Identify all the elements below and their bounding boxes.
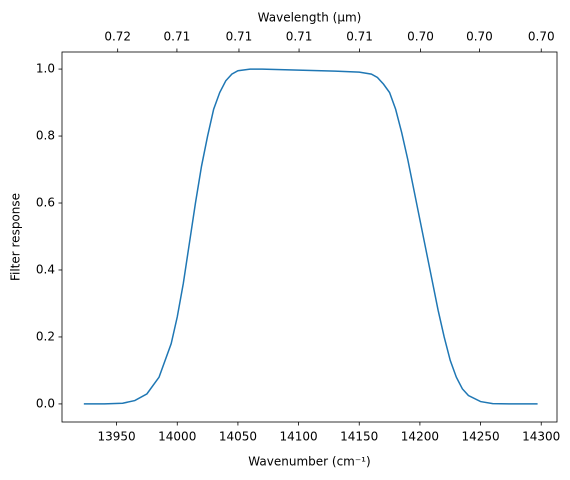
x2-tick-label: 0.70 (466, 30, 493, 44)
y-tick-label: 0.4 (36, 262, 55, 276)
x-axis-label: Wavenumber (cm⁻¹) (248, 455, 370, 469)
x-tick-label: 14300 (522, 430, 560, 444)
x-tick-label: 13950 (98, 430, 136, 444)
x-tick-label: 14150 (340, 430, 378, 444)
x-tick-label: 14200 (401, 430, 439, 444)
response-line (83, 68, 538, 405)
y-tick-label: 0.6 (36, 196, 55, 210)
y-tick-label: 1.0 (36, 62, 55, 76)
x2-tick-label: 0.70 (407, 30, 434, 44)
x-tick-label: 14000 (158, 430, 196, 444)
x2-tick-label: 0.71 (286, 30, 313, 44)
x-tick-label: 14100 (279, 430, 317, 444)
plot-frame (61, 51, 558, 423)
y-tick-label: 0.8 (36, 129, 55, 143)
x-tick-label: 14050 (219, 430, 257, 444)
x2-tick-label: 0.70 (528, 30, 555, 44)
x2-tick-label: 0.72 (104, 30, 131, 44)
x2-tick-label: 0.71 (164, 30, 191, 44)
y-axis-label: Filter response (9, 193, 23, 281)
x-tick-label: 14250 (461, 430, 499, 444)
y-tick-label: 0.2 (36, 329, 55, 343)
x2-tick-label: 0.71 (226, 30, 253, 44)
x2-tick-label: 0.71 (346, 30, 373, 44)
x2-axis-label: Wavelength (μm) (258, 11, 362, 25)
y-tick-label: 0.0 (36, 396, 55, 410)
